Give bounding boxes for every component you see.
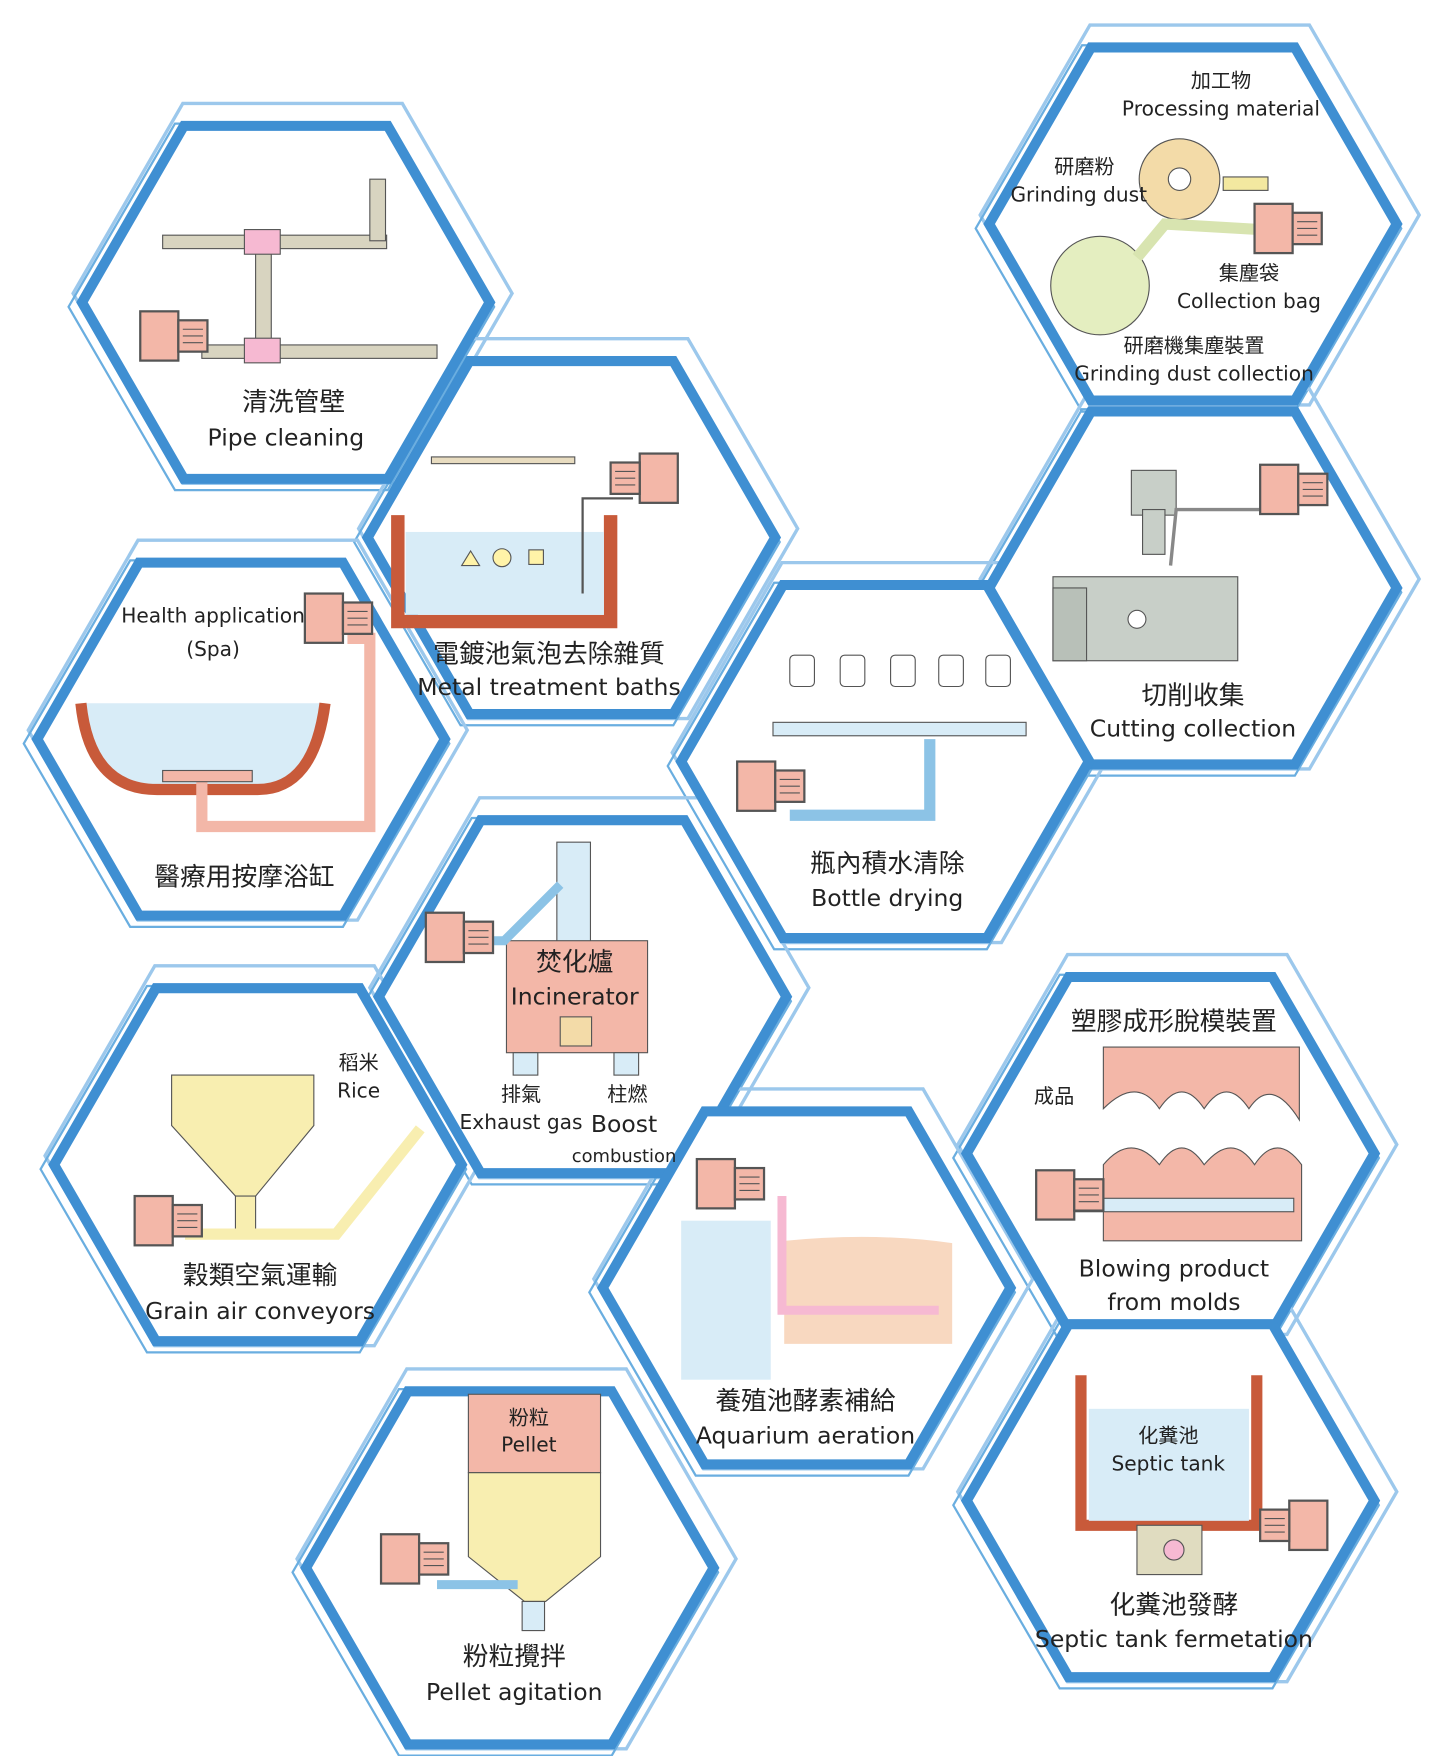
- label-en: Metal treatment baths: [417, 673, 680, 701]
- diagram: 清洗管壁 Pipe cleaning 電鍍池氣泡去除雜質 Metal treat…: [0, 0, 1434, 1756]
- label-zh: 化糞池發酵: [1110, 1590, 1239, 1620]
- label-zh: 穀類空氣運輸: [183, 1261, 338, 1291]
- label-zh: 電鍍池氣泡去除雜質: [433, 640, 665, 670]
- part-label: 粉粒: [509, 1405, 549, 1429]
- label-en: Bottle drying: [811, 884, 963, 912]
- part-label: 排氣: [501, 1082, 541, 1106]
- label-zh: 醫療用按摩浴缸: [154, 862, 334, 892]
- label-en: Aquarium aeration: [696, 1421, 915, 1449]
- part-label: Rice: [337, 1078, 380, 1102]
- part-label: 集塵袋: [1219, 261, 1279, 285]
- part-label: Grinding dust: [1010, 182, 1147, 206]
- part-label: Pellet: [501, 1432, 556, 1456]
- label-zh: 清洗管壁: [242, 388, 345, 418]
- label-en: Cutting collection: [1090, 715, 1296, 743]
- label-en: Septic tank fermetation: [1035, 1625, 1313, 1653]
- note: (Spa): [186, 637, 240, 661]
- part-label: 柱燃: [607, 1082, 647, 1106]
- label-en: Grain air conveyors: [145, 1297, 375, 1325]
- note: Health application: [121, 604, 305, 628]
- page: Blower applications {"tiles": { "pipe_cl…: [0, 0, 1434, 1756]
- part-label: 加工物: [1191, 68, 1251, 92]
- part-label: 研磨粉: [1054, 154, 1114, 178]
- label-zh: 研磨機集塵裝置: [1124, 334, 1265, 358]
- part-label: Processing material: [1122, 96, 1320, 120]
- part-label: Collection bag: [1177, 289, 1321, 313]
- label-en: from molds: [1107, 1288, 1240, 1316]
- part-label: 成品: [1034, 1084, 1074, 1108]
- body: 清洗管壁 Pipe cleaning 電鍍池氣泡去除雜質 Metal treat…: [0, 0, 1434, 1756]
- part-label: Exhaust gas: [460, 1110, 583, 1134]
- label-zh: 養殖池酵素補給: [715, 1387, 895, 1417]
- part-label: 化糞池: [1138, 1423, 1198, 1447]
- part-label: Septic tank: [1112, 1451, 1226, 1475]
- part-label: combustion: [572, 1146, 677, 1167]
- label-zh: 粉粒攪拌: [463, 1642, 566, 1672]
- label-en: Pellet agitation: [426, 1678, 602, 1706]
- label-zh: 焚化爐: [536, 948, 613, 978]
- label-en: Blowing product: [1079, 1254, 1269, 1282]
- label-en: Pipe cleaning: [208, 424, 365, 452]
- label-zh: 塑膠成形脫模裝置: [1071, 1007, 1277, 1037]
- label-en: Incinerator: [511, 982, 639, 1010]
- part-label: Boost: [591, 1110, 657, 1138]
- label-en: Grinding dust collection: [1074, 362, 1314, 386]
- label-zh: 切削收集: [1141, 681, 1244, 711]
- part-label: 稻米: [338, 1050, 378, 1074]
- label-zh: 瓶內積水清除: [810, 849, 965, 879]
